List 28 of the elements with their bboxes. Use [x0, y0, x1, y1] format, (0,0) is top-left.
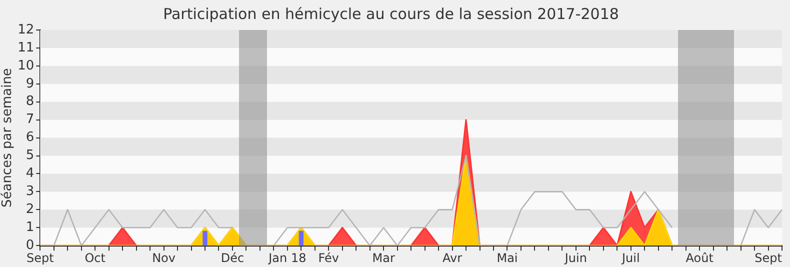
x-tick-label: Juin	[564, 250, 587, 265]
chart-title: Participation en hémicycle au cours de la session 2017-2018	[163, 4, 619, 23]
y-tick-label: 9	[26, 76, 34, 92]
x-tick-label: Sept	[26, 250, 54, 265]
y-tick-label: 8	[26, 94, 34, 110]
y-axis-title: Séances par semaine	[0, 68, 16, 208]
x-tick-label: Sept	[754, 250, 782, 265]
x-tick-label: Juil	[620, 250, 640, 265]
x-tick-label: Fév	[318, 250, 340, 265]
y-tick-label: 12	[18, 22, 34, 38]
x-tick-label: Jan 18	[268, 250, 306, 265]
x-tick-label: Mar	[372, 250, 395, 265]
x-tick-label: Déc	[220, 250, 244, 265]
y-tick-label: 0	[26, 238, 34, 253]
x-tick-label: Août	[686, 250, 714, 265]
x-tick-label: Oct	[84, 250, 106, 265]
y-tick-label: 11	[18, 40, 34, 56]
y-tick-label: 3	[26, 184, 34, 200]
x-tick-label: Avr	[442, 250, 462, 265]
x-tick-label: Mai	[496, 250, 518, 265]
y-tick-label: 4	[26, 166, 34, 182]
y-tick-label: 5	[26, 148, 34, 164]
y-tick-label: 7	[26, 112, 34, 128]
y-tick-label: 2	[26, 202, 34, 218]
y-tick-label: 1	[26, 220, 34, 236]
y-tick-label: 10	[18, 58, 34, 74]
x-tick-label: Nov	[152, 250, 176, 265]
y-tick-label: 6	[26, 130, 34, 146]
